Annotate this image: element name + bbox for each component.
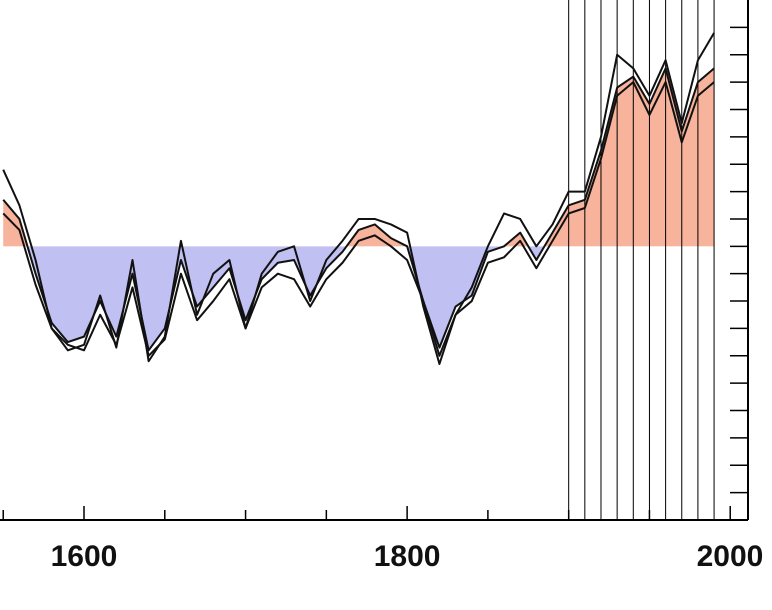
area-below — [3, 246, 715, 351]
x-tick-label: 2000 — [697, 540, 764, 573]
series-line — [2, 32, 715, 365]
area-above — [3, 68, 715, 247]
x-tick-label: 1600 — [51, 540, 118, 573]
series-line — [2, 81, 715, 357]
x-tick-label: 1800 — [374, 540, 441, 573]
